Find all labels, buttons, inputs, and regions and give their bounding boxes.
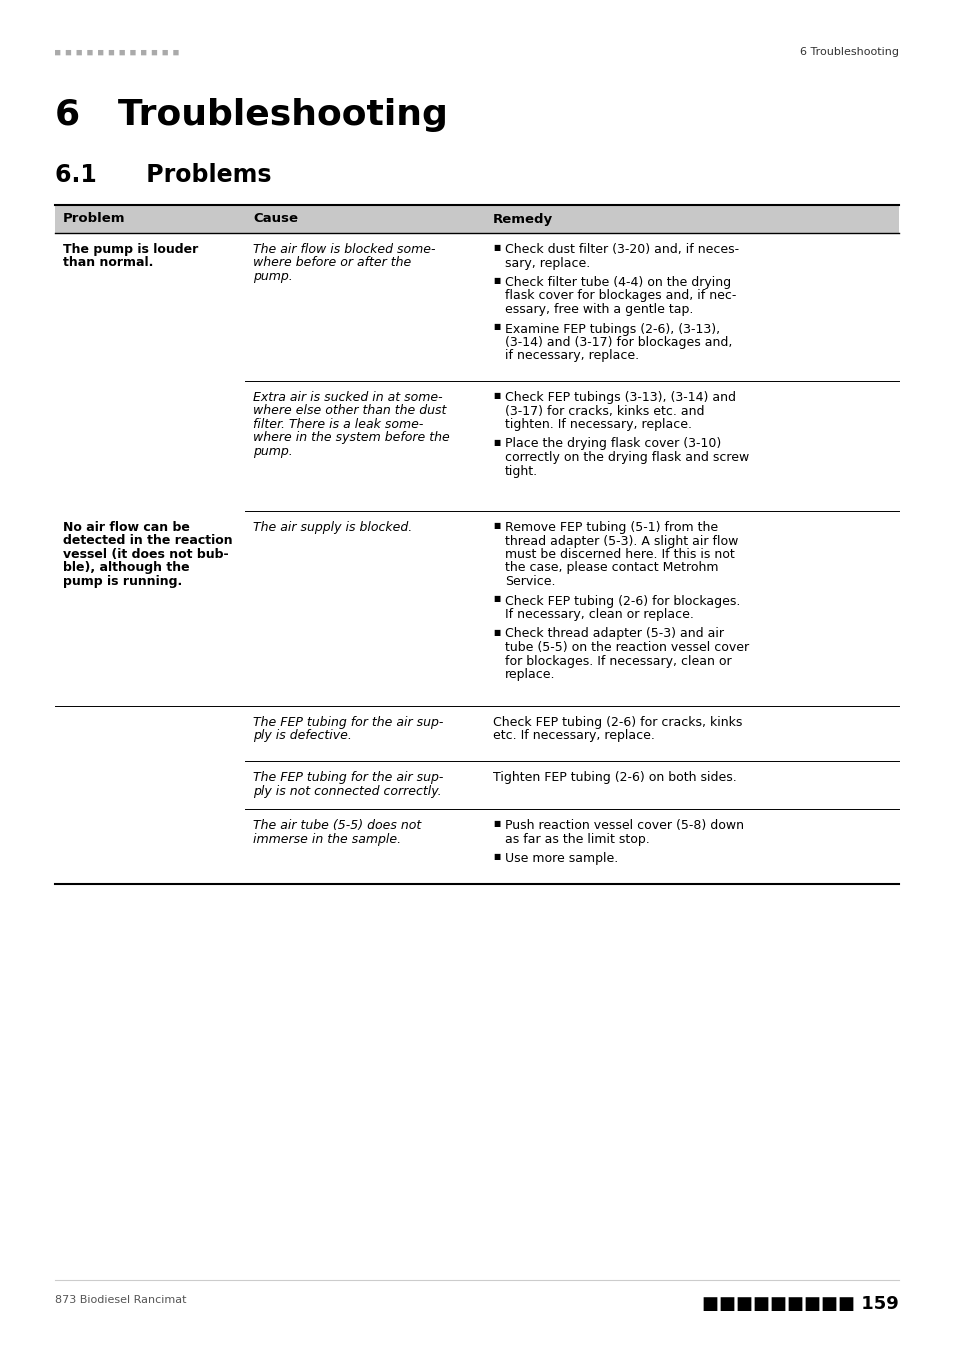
Text: than normal.: than normal. bbox=[63, 256, 153, 270]
Text: as far as the limit stop.: as far as the limit stop. bbox=[504, 833, 649, 845]
Text: Use more sample.: Use more sample. bbox=[504, 852, 618, 865]
Text: replace.: replace. bbox=[504, 668, 555, 680]
Text: vessel (it does not bub-: vessel (it does not bub- bbox=[63, 548, 229, 562]
Text: ply is not connected correctly.: ply is not connected correctly. bbox=[253, 784, 441, 798]
Text: thread adapter (5-​3​). A slight air flow: thread adapter (5-​3​). A slight air flo… bbox=[504, 535, 738, 548]
Text: The FEP tubing for the air sup-: The FEP tubing for the air sup- bbox=[253, 771, 443, 784]
Text: 873 Biodiesel Rancimat: 873 Biodiesel Rancimat bbox=[55, 1295, 186, 1305]
Text: where else other than the dust: where else other than the dust bbox=[253, 405, 446, 417]
Text: Extra air is sucked in at some-: Extra air is sucked in at some- bbox=[253, 392, 442, 404]
Text: Problem: Problem bbox=[63, 212, 126, 225]
Text: ■: ■ bbox=[493, 852, 499, 861]
Text: (3-​17​) for cracks, kinks etc. and: (3-​17​) for cracks, kinks etc. and bbox=[504, 405, 703, 417]
Text: ■: ■ bbox=[493, 323, 499, 332]
Text: Remedy: Remedy bbox=[493, 212, 553, 225]
Text: Push reaction vessel cover (5-​8​) down: Push reaction vessel cover (5-​8​) down bbox=[504, 819, 743, 832]
Text: ■: ■ bbox=[493, 594, 499, 603]
Text: pump is running.: pump is running. bbox=[63, 575, 182, 589]
Bar bbox=[55, 205, 898, 234]
Text: immerse in the sample.: immerse in the sample. bbox=[253, 833, 400, 845]
Text: tube (5-​5​) on the reaction vessel cover: tube (5-​5​) on the reaction vessel cove… bbox=[504, 641, 748, 653]
Text: The FEP tubing for the air sup-: The FEP tubing for the air sup- bbox=[253, 716, 443, 729]
Text: The pump is louder: The pump is louder bbox=[63, 243, 198, 256]
Text: where in the system before the: where in the system before the bbox=[253, 432, 449, 444]
Text: ble), although the: ble), although the bbox=[63, 562, 190, 575]
Text: The air flow is blocked some-: The air flow is blocked some- bbox=[253, 243, 435, 256]
Text: Remove FEP tubing (5-​1​) from the: Remove FEP tubing (5-​1​) from the bbox=[504, 521, 718, 535]
Text: The air tube (5-​5​) does not: The air tube (5-​5​) does not bbox=[253, 819, 421, 832]
Text: Place the drying flask cover (3-​10​): Place the drying flask cover (3-​10​) bbox=[504, 437, 720, 451]
Text: detected in the reaction: detected in the reaction bbox=[63, 535, 233, 548]
Text: tight.: tight. bbox=[504, 464, 537, 478]
Text: etc. If necessary, replace.: etc. If necessary, replace. bbox=[493, 729, 654, 742]
Text: sary, replace.: sary, replace. bbox=[504, 256, 590, 270]
Text: 6.1      Problems: 6.1 Problems bbox=[55, 163, 272, 188]
Text: ■: ■ bbox=[493, 628, 499, 636]
Text: Service.: Service. bbox=[504, 575, 555, 589]
Text: Tighten FEP tubing (2-​6​) on both sides.: Tighten FEP tubing (2-​6​) on both sides… bbox=[493, 771, 736, 784]
Text: 6 Troubleshooting: 6 Troubleshooting bbox=[800, 47, 898, 57]
Text: 6   Troubleshooting: 6 Troubleshooting bbox=[55, 99, 447, 132]
Text: correctly on the drying flask and screw: correctly on the drying flask and screw bbox=[504, 451, 748, 464]
Text: pump.: pump. bbox=[253, 270, 293, 284]
Text: must be discerned here. If this is not: must be discerned here. If this is not bbox=[504, 548, 734, 562]
Text: Check dust filter (3-​20​) and, if neces-: Check dust filter (3-​20​) and, if neces… bbox=[504, 243, 739, 256]
Text: The air supply is blocked.: The air supply is blocked. bbox=[253, 521, 412, 535]
Text: No air flow can be: No air flow can be bbox=[63, 521, 190, 535]
Text: Check filter tube (4-​4​) on the drying: Check filter tube (4-​4​) on the drying bbox=[504, 275, 730, 289]
Text: Check FEP tubing (2-​6​) for blockages.: Check FEP tubing (2-​6​) for blockages. bbox=[504, 594, 740, 608]
Text: ply is defective.: ply is defective. bbox=[253, 729, 352, 742]
Text: where before or after the: where before or after the bbox=[253, 256, 411, 270]
Text: ■: ■ bbox=[493, 819, 499, 828]
Text: ■ ■ ■ ■ ■ ■ ■ ■ ■ ■ ■ ■: ■ ■ ■ ■ ■ ■ ■ ■ ■ ■ ■ ■ bbox=[55, 47, 184, 57]
Text: ■: ■ bbox=[493, 437, 499, 447]
Text: Examine FEP tubings (2-​6​), (3-​13​),: Examine FEP tubings (2-​6​), (3-​13​), bbox=[504, 323, 720, 336]
Text: Check thread adapter (5-​3​) and air: Check thread adapter (5-​3​) and air bbox=[504, 628, 723, 640]
Text: flask cover for blockages and, if nec-: flask cover for blockages and, if nec- bbox=[504, 289, 736, 302]
Text: ■: ■ bbox=[493, 243, 499, 252]
Text: filter. There is a leak some-: filter. There is a leak some- bbox=[253, 418, 423, 431]
Text: essary, free with a gentle tap.: essary, free with a gentle tap. bbox=[504, 302, 693, 316]
Text: (3-​14​) and (3-​17​) for blockages and,: (3-​14​) and (3-​17​) for blockages and, bbox=[504, 336, 732, 350]
Text: ■: ■ bbox=[493, 392, 499, 400]
Text: the case, please contact Metrohm: the case, please contact Metrohm bbox=[504, 562, 718, 575]
Text: pump.: pump. bbox=[253, 446, 293, 458]
Text: Check FEP tubing (2-​6​) for cracks, kinks: Check FEP tubing (2-​6​) for cracks, kin… bbox=[493, 716, 741, 729]
Text: Check FEP tubings (3-​13​), (3-​14​) and: Check FEP tubings (3-​13​), (3-​14​) and bbox=[504, 392, 735, 404]
Text: ■: ■ bbox=[493, 275, 499, 285]
Text: if necessary, replace.: if necessary, replace. bbox=[504, 350, 639, 363]
Text: tighten. If necessary, replace.: tighten. If necessary, replace. bbox=[504, 418, 691, 431]
Text: ■: ■ bbox=[493, 521, 499, 531]
Text: ■■■■■■■■■ 159: ■■■■■■■■■ 159 bbox=[701, 1295, 898, 1314]
Text: If necessary, clean or replace.: If necessary, clean or replace. bbox=[504, 608, 693, 621]
Text: for blockages. If necessary, clean or: for blockages. If necessary, clean or bbox=[504, 655, 731, 667]
Text: Cause: Cause bbox=[253, 212, 297, 225]
